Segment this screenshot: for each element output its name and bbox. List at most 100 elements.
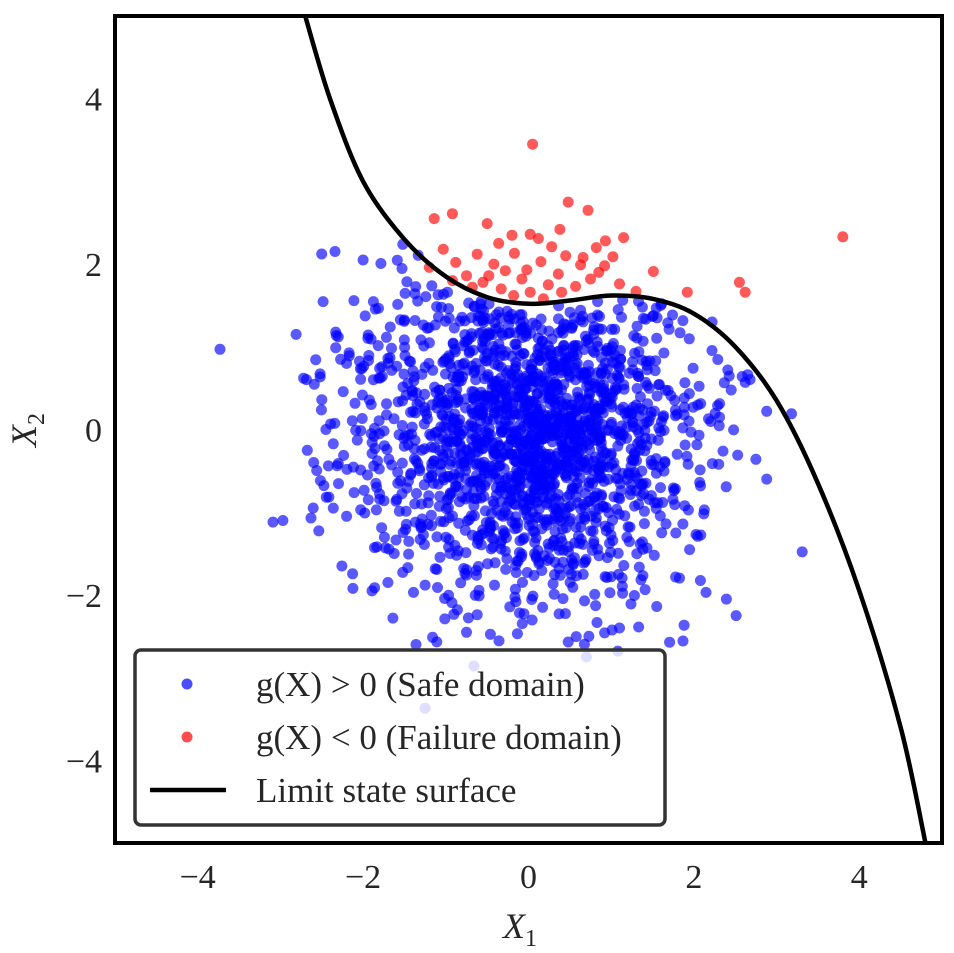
safe-point xyxy=(713,458,725,470)
safe-point xyxy=(478,343,489,355)
safe-point xyxy=(330,342,342,354)
safe-point xyxy=(690,529,702,540)
safe-point xyxy=(358,484,370,496)
safe-point xyxy=(720,481,732,493)
safe-point xyxy=(327,502,339,514)
safe-point xyxy=(529,537,541,548)
safe-point xyxy=(437,449,449,460)
safe-point xyxy=(431,531,443,543)
safe-point xyxy=(444,548,456,559)
safe-point xyxy=(461,483,473,495)
failure-point xyxy=(521,264,533,276)
safe-point xyxy=(667,309,678,321)
safe-point xyxy=(425,509,437,521)
safe-point xyxy=(648,549,660,561)
failure-point xyxy=(577,252,589,263)
safe-point xyxy=(439,593,451,604)
safe-point xyxy=(471,609,483,621)
failure-point xyxy=(556,286,568,298)
y-tick-label: −2 xyxy=(66,578,102,615)
failure-point xyxy=(618,232,630,244)
safe-point xyxy=(384,321,396,333)
limit-state-curve xyxy=(303,16,928,843)
safe-point xyxy=(722,364,734,376)
safe-point xyxy=(463,297,475,309)
legend-failure-label: g(X) < 0 (Failure domain) xyxy=(256,718,622,757)
safe-point xyxy=(493,460,505,472)
safe-point xyxy=(472,446,484,458)
safe-point xyxy=(521,567,533,578)
safe-point xyxy=(651,390,663,402)
safe-point xyxy=(553,608,565,620)
safe-point xyxy=(604,537,615,549)
safe-point xyxy=(536,375,548,387)
safe-point xyxy=(363,350,375,361)
safe-point xyxy=(594,311,605,322)
safe-point xyxy=(438,474,450,486)
failure-point xyxy=(585,273,596,285)
safe-point xyxy=(327,438,339,450)
safe-point xyxy=(451,457,463,469)
safe-point xyxy=(683,388,695,400)
safe-point xyxy=(396,263,408,274)
safe-point xyxy=(401,276,413,288)
safe-point xyxy=(560,472,572,484)
safe-point xyxy=(557,593,569,605)
safe-point xyxy=(669,404,681,416)
safe-point xyxy=(629,470,641,482)
safe-point xyxy=(530,480,542,492)
safe-point xyxy=(365,428,377,440)
safe-point xyxy=(655,426,666,437)
safe-point xyxy=(670,527,682,539)
safe-point xyxy=(313,525,325,537)
safe-point xyxy=(362,469,373,481)
safe-point xyxy=(459,524,471,536)
safe-point xyxy=(305,512,317,524)
safe-point xyxy=(374,362,386,374)
safe-point xyxy=(582,359,594,371)
safe-point xyxy=(608,457,620,469)
safe-point xyxy=(549,478,560,490)
failure-point xyxy=(733,276,745,288)
safe-point xyxy=(671,448,683,460)
safe-point xyxy=(508,406,520,418)
safe-point xyxy=(611,369,623,381)
failure-point xyxy=(493,237,505,249)
safe-point xyxy=(581,380,593,392)
safe-point xyxy=(488,393,500,405)
safe-point xyxy=(451,604,463,616)
safe-point xyxy=(687,362,699,374)
safe-point xyxy=(761,405,773,417)
safe-point xyxy=(618,379,630,391)
safe-point xyxy=(429,381,441,393)
safe-point xyxy=(432,582,443,593)
safe-point xyxy=(517,490,529,502)
safe-point xyxy=(354,355,365,367)
safe-point xyxy=(631,332,643,344)
safe-point xyxy=(500,563,512,575)
x-tick-label: −4 xyxy=(180,859,216,896)
safe-point xyxy=(390,534,402,546)
safe-point xyxy=(290,328,302,340)
safe-point xyxy=(314,368,326,380)
safe-point xyxy=(525,364,537,376)
safe-point xyxy=(494,440,506,451)
safe-point xyxy=(634,402,645,414)
safe-point xyxy=(320,491,332,503)
safe-point xyxy=(693,380,705,392)
safe-point xyxy=(638,488,650,500)
safe-point xyxy=(618,560,630,571)
safe-point xyxy=(448,468,460,480)
safe-point xyxy=(717,445,729,457)
safe-point xyxy=(616,580,628,592)
safe-point xyxy=(366,437,378,448)
safe-point xyxy=(660,518,672,530)
safe-point xyxy=(435,515,447,527)
safe-point xyxy=(436,408,448,420)
safe-point xyxy=(447,371,459,383)
safe-point xyxy=(628,590,640,601)
safe-point xyxy=(572,460,584,472)
safe-point xyxy=(591,367,603,379)
safe-point xyxy=(409,315,421,326)
safe-point xyxy=(317,296,329,308)
